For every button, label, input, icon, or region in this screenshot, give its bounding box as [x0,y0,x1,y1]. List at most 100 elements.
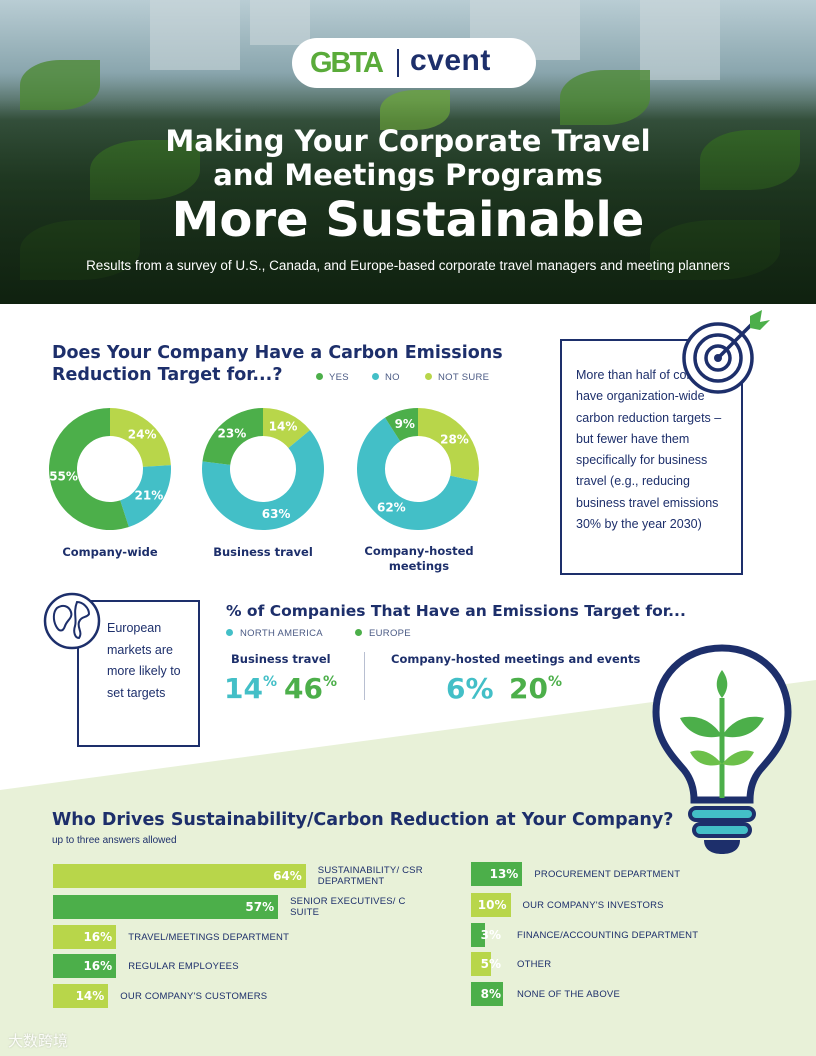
donut-chart-company-wide: 24% 21% 55% [48,408,171,530]
bar-value-label: 16% [83,959,113,973]
bar-category-label: TRAVEL/MEETINGS DEPARTMENT [128,932,290,943]
percent-sign: % [322,674,337,690]
value-number: 20 [509,672,548,705]
legend-dot [372,373,379,380]
bar-category-label: OUR COMPANY'S CUSTOMERS [120,991,268,1002]
globe-icon [43,592,101,650]
donut-title: Company-hosted meetings [364,544,474,573]
hero-subtitle: Results from a survey of U.S., Canada, a… [86,258,730,273]
bar-value-label: 5% [480,957,501,971]
donut-slice-not-sure [110,408,171,467]
legend-label: NOT SURE [438,372,490,383]
legend-north-america: NORTH AMERICA [226,628,323,639]
bar [53,984,109,1008]
target-arrow-icon [682,310,770,394]
section1-title: Does Your Company Have a Carbon Emission… [52,343,503,385]
legend-dot [355,629,362,636]
hero-title-line3: More Sustainable [171,192,645,248]
logo-divider [397,49,399,77]
donut-slice-label: 55% [49,469,78,483]
hero-banner: GBTA cvent Making Your Corporate Travel … [0,0,816,304]
value-number: 14 [224,672,263,705]
donut-chart-meetings: 28% 62% 9% [356,408,479,530]
bar-value-label: 14% [75,989,105,1003]
bar-category-label: SENIOR EXECUTIVES/ C SUITE [290,896,406,918]
meetings-na-value: 6% [446,672,494,705]
bar [471,923,485,947]
donut-slice-no [356,417,478,530]
european-callout-text: European markets are more likely to set … [107,621,181,700]
legend-not-sure: NOT SURE [425,372,489,383]
bar [53,895,279,919]
legend-yes: YES [316,372,349,383]
donut-slice-no [120,465,171,528]
legend-dot [425,373,432,380]
bar-category-label: REGULAR EMPLOYEES [128,961,239,972]
donut-slice-not-sure [263,408,311,448]
donut-slice-label: 24% [128,428,157,442]
legend-no: NO [372,372,400,383]
donut-slice-label: 14% [269,419,298,433]
section3-title: Who Drives Sustainability/Carbon Reducti… [52,810,674,830]
bar-category-label: FINANCE/ACCOUNTING DEPARTMENT [517,930,699,941]
percent-sign: % [262,674,277,690]
meetings-label: Company-hosted meetings and events [391,652,641,666]
bar-value-label: 13% [489,867,519,881]
legend-europe: EUROPE [355,628,411,639]
gbta-logo: GBTA [310,47,384,79]
lightbulb-plant-icon [652,644,792,854]
bar [53,925,117,949]
bar [471,862,523,886]
donut-slice-label: 62% [377,501,406,515]
value-number: 46 [284,672,323,705]
hero-shade [0,100,816,304]
bar-category-label: SUSTAINABILITY/ CSR DEPARTMENT [317,865,423,887]
bar-value-label: 64% [273,869,302,883]
legend-dot [316,373,323,380]
legend-label: YES [329,372,349,383]
bar-category-label: OUR COMPANY'S INVESTORS [522,900,664,911]
bar [53,864,306,888]
section3-subtitle: up to three answers allowed [52,835,177,846]
bar [53,954,117,978]
bar-category-label: NONE OF THE ABOVE [517,989,620,1000]
hero-title-line1: Making Your Corporate Travel [165,124,651,158]
donut-slice-label: 9% [395,417,415,431]
donut-slice-yes [202,408,263,465]
legend-dot [226,629,233,636]
donut-title: Company-wide [62,545,158,559]
legend-label: NO [385,372,400,383]
bar-value-label: 10% [477,898,507,912]
bar-category-label: PROCUREMENT DEPARTMENT [534,869,681,880]
legend-label: EUROPE [369,628,411,639]
donut-chart-business-travel: 14% 63% 23% [202,408,324,530]
business-travel-na-value: 14% [224,672,277,705]
bar-category-label: OTHER [517,959,552,970]
donut-slice-yes [385,408,418,442]
donut-slice-yes [48,408,129,530]
bar-value-label: 3% [480,928,501,942]
bar-value-label: 16% [83,930,113,944]
donut-title: Business travel [213,545,313,559]
building-shape [250,0,310,45]
bar-value-label: 57% [245,900,275,914]
bar [471,952,491,976]
business-travel-eu-value: 46% [284,672,337,705]
cvent-logo: cvent [410,44,491,77]
donut-slice-no [202,430,324,530]
donut-slice-not-sure [418,408,479,482]
donut-slice-label: 23% [218,427,247,441]
bar [471,982,503,1006]
meetings-eu-value: 20% [509,672,562,705]
legend-label: NORTH AMERICA [240,628,323,639]
building-shape [640,0,720,80]
hero-title-line2: and Meetings Programs [213,158,603,192]
value-number: 6% [446,672,494,705]
section2-divider [364,652,365,700]
section2-title: % of Companies That Have an Emissions Ta… [226,602,686,620]
bar [471,893,511,917]
donut-slice-label: 63% [262,507,291,521]
building-shape [150,0,240,70]
business-travel-label: Business travel [231,652,331,666]
donut-slice-label: 28% [440,432,469,446]
